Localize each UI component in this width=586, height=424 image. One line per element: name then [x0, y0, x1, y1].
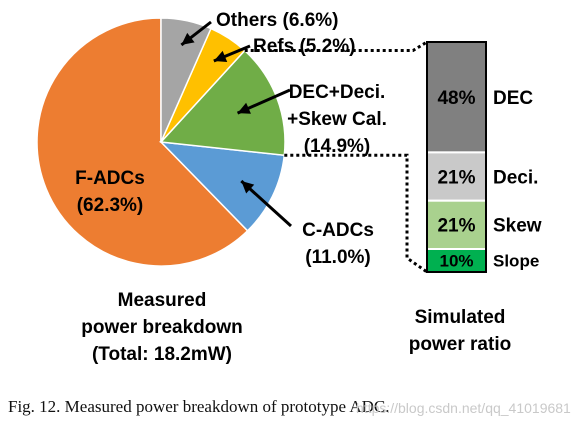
- watermark: https://blog.csdn.net/qq_41019681: [356, 400, 571, 416]
- bar-title-line2: power ratio: [409, 334, 511, 355]
- bar-value-dec: 48%: [437, 88, 475, 109]
- bar-value-slope: 10%: [439, 252, 473, 271]
- slice-label-others: Others (6.6%): [216, 10, 338, 31]
- pie-slice-f-adcs: [36, 17, 249, 267]
- arrow-dec-head: [237, 102, 251, 114]
- bar-label-deci: Deci.: [493, 167, 538, 188]
- pie-title-line1: Measured: [118, 290, 207, 311]
- slice-pct-f-adcs: (62.3%): [77, 195, 144, 216]
- arrow-others-head: [181, 32, 195, 45]
- arrow-refs-head: [213, 50, 228, 62]
- slice-label-dec-line2: +Skew Cal.: [287, 109, 387, 130]
- bar-title-line1: Simulated: [415, 307, 506, 328]
- zoom-connectors: [244, 40, 428, 274]
- arrow-c-adcs-head: [241, 181, 255, 194]
- connector-top: [244, 40, 428, 52]
- bar-segment-deci: [426, 151, 487, 202]
- slice-label-f-adcs: F-ADCs: [75, 168, 145, 189]
- pie-slice-dec-deci-skew: [159, 49, 286, 157]
- bar-value-skew: 21%: [437, 216, 475, 237]
- pie-slice-others: [160, 17, 212, 143]
- pie-title-line3: (Total: 18.2mW): [92, 344, 232, 365]
- figure-caption: Fig. 12. Measured power breakdown of pro…: [8, 397, 390, 416]
- bar-outline: [426, 41, 487, 273]
- slice-label-dec-line1: DEC+Deci.: [289, 82, 386, 103]
- stacked-bar-chart: 48% DEC 21% Deci. 21% Skew 10% Slope: [426, 41, 542, 273]
- bar-label-slope: Slope: [493, 252, 539, 271]
- bar-label-dec: DEC: [493, 88, 533, 109]
- bar-value-deci: 21%: [437, 167, 475, 188]
- pie-chart: [36, 17, 293, 267]
- slice-label-c-adcs: C-ADCs: [302, 220, 374, 241]
- slice-pct-c-adcs: (11.0%): [305, 247, 370, 268]
- pie-slice-c-adcs: [159, 141, 286, 232]
- pie-title-line2: power breakdown: [81, 317, 243, 338]
- slice-pct-dec: (14.9%): [304, 136, 371, 157]
- connector-bottom: [284, 153, 428, 274]
- slice-label-refs: Refs (5.2%): [253, 36, 355, 57]
- bar-label-skew: Skew: [493, 216, 542, 237]
